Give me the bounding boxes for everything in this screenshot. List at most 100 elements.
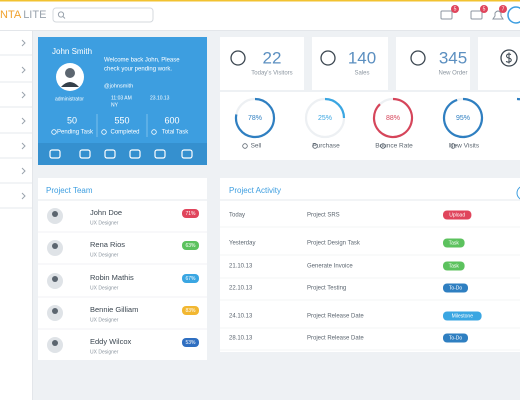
gauge-icon <box>242 143 248 149</box>
stat-box <box>396 37 470 90</box>
member-avatar <box>52 211 58 217</box>
progress-badge <box>182 241 199 250</box>
member-name: John Doe <box>90 208 122 217</box>
stat-box-label: New Order <box>438 71 467 77</box>
gauge-label: Bounce Rate <box>375 143 413 150</box>
brand-accent: NTA <box>0 9 22 21</box>
sidebar-chevron[interactable] <box>21 117 26 125</box>
action-icon[interactable] <box>129 149 141 159</box>
activity-task: Project Design Task <box>307 241 361 247</box>
badge-count: 5 <box>483 7 486 13</box>
stat-label: Completed <box>110 130 139 136</box>
welcome-line: Welcome back John, Please <box>104 58 180 64</box>
panel-title: Project Activity <box>229 186 281 195</box>
gauge-arc <box>234 97 276 139</box>
profile-avatar <box>65 68 75 78</box>
member-role: UX Designer <box>90 317 119 323</box>
sidebar-chevron[interactable] <box>21 142 26 150</box>
gauge-arc <box>372 97 414 139</box>
badge-count: 5 <box>454 7 457 13</box>
top-accent <box>0 0 520 2</box>
progress-badge <box>182 209 199 218</box>
activity-date: Today <box>229 213 245 219</box>
profile-handle: @johnsmith <box>104 83 133 89</box>
sidebar-chevron[interactable] <box>21 167 26 175</box>
member-avatar <box>52 340 58 346</box>
action-icon[interactable] <box>104 149 116 159</box>
activity-tag <box>443 261 465 271</box>
inbox-icon[interactable] <box>440 10 453 20</box>
gauge-value: 95% <box>456 115 470 122</box>
activity-panel <box>220 178 520 352</box>
action-icon[interactable] <box>49 149 61 159</box>
stat-value: 600 <box>164 115 179 125</box>
activity-tag-label: To-Do <box>449 336 463 342</box>
user-avatar[interactable] <box>507 6 520 24</box>
progress-label: 63% <box>185 243 196 249</box>
activity-task: Project SRS <box>307 213 340 219</box>
stat-value: 550 <box>114 115 129 125</box>
sidebar-chevron[interactable] <box>21 192 26 200</box>
member-role: UX Designer <box>90 220 119 226</box>
profile-location: NY <box>111 102 119 108</box>
progress-badge <box>182 274 199 283</box>
profile-time: 11:03 AM <box>111 95 132 101</box>
action-icon[interactable] <box>181 149 193 159</box>
stat-box-label: Sales <box>354 71 369 77</box>
search-box[interactable] <box>52 7 154 23</box>
stat-icon <box>151 129 157 135</box>
member-name: Eddy Wilcox <box>90 337 132 346</box>
sidebar <box>0 31 32 400</box>
activity-tag-label: To-Do <box>449 286 463 292</box>
gauge-label: Purchase <box>312 143 340 150</box>
gauge-label: Sell <box>251 143 262 150</box>
member-name: Robin Mathis <box>90 273 134 282</box>
profile-name: John Smith <box>52 47 92 56</box>
activity-tag <box>443 333 468 343</box>
gauge-icon <box>380 143 386 149</box>
dollar-icon <box>500 49 518 67</box>
welcome-line: check your pending work. <box>104 67 172 73</box>
progress-badge <box>182 306 199 315</box>
mail-icon[interactable] <box>470 10 483 20</box>
profile-actions <box>38 143 207 165</box>
action-icon[interactable] <box>79 149 91 159</box>
panel-button[interactable] <box>516 186 520 200</box>
progress-label: 53% <box>185 340 196 346</box>
sidebar-chevron[interactable] <box>21 91 26 99</box>
panel-title: Project Team <box>46 186 93 195</box>
activity-date: 22.10.13 <box>229 286 253 292</box>
bell-icon[interactable] <box>492 10 504 20</box>
activity-date: 21.10.13 <box>229 264 253 270</box>
stat-icon <box>101 129 107 135</box>
activity-tag <box>443 311 482 321</box>
member-role: UX Designer <box>90 349 119 355</box>
sidebar-chevron[interactable] <box>21 39 26 47</box>
stat-box-icon <box>230 50 246 66</box>
gauge-value: 78% <box>248 115 262 122</box>
activity-task: Generate Invoice <box>307 264 353 270</box>
member-name: Bennie Gilliam <box>90 305 138 314</box>
gauge-value: 25% <box>318 115 332 122</box>
member-name: Rena Rios <box>90 240 125 249</box>
stat-box-icon <box>410 50 426 66</box>
profile-role: administrator <box>55 96 84 102</box>
member-role: UX Designer <box>90 285 119 291</box>
notification-badge <box>451 5 459 13</box>
sidebar-chevron[interactable] <box>21 66 26 74</box>
activity-task: Project Testing <box>307 286 346 292</box>
profile-date: 23.10.13 <box>150 95 170 101</box>
activity-tag <box>443 210 472 220</box>
search-icon <box>57 11 65 18</box>
action-icon[interactable] <box>154 149 166 159</box>
progress-label: 71% <box>185 211 196 217</box>
notification-badge <box>480 5 488 13</box>
stat-label: Total Task <box>162 130 190 136</box>
activity-tag-label: Upload <box>449 213 465 219</box>
sidebar-border <box>32 31 33 400</box>
stat-box-value: 345 <box>439 48 467 67</box>
gauge-arc <box>442 97 484 139</box>
team-panel <box>38 178 207 360</box>
